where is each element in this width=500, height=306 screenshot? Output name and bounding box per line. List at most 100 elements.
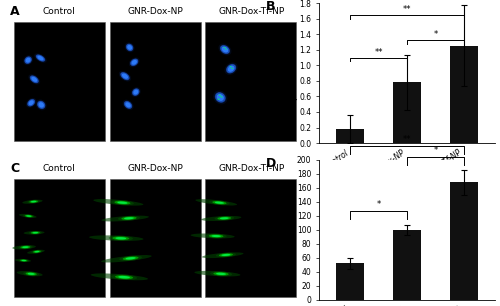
- Ellipse shape: [214, 216, 234, 221]
- Text: GNR-Dox-NP: GNR-Dox-NP: [128, 164, 183, 173]
- Ellipse shape: [134, 90, 138, 95]
- Circle shape: [218, 95, 221, 96]
- Ellipse shape: [18, 259, 29, 262]
- Circle shape: [231, 68, 234, 69]
- Ellipse shape: [32, 232, 38, 233]
- Ellipse shape: [126, 43, 134, 51]
- Ellipse shape: [122, 73, 128, 79]
- Ellipse shape: [132, 88, 140, 96]
- Ellipse shape: [16, 271, 42, 276]
- Ellipse shape: [28, 200, 40, 203]
- Ellipse shape: [26, 272, 37, 275]
- Bar: [336, 263, 364, 300]
- Ellipse shape: [28, 74, 40, 84]
- Ellipse shape: [122, 256, 138, 260]
- Ellipse shape: [228, 65, 234, 72]
- Ellipse shape: [209, 200, 230, 205]
- Ellipse shape: [218, 217, 231, 220]
- Ellipse shape: [222, 47, 228, 52]
- Circle shape: [224, 47, 226, 48]
- Ellipse shape: [119, 71, 131, 81]
- Ellipse shape: [226, 64, 236, 73]
- Ellipse shape: [129, 58, 140, 67]
- Ellipse shape: [216, 273, 226, 275]
- Ellipse shape: [212, 235, 221, 237]
- Ellipse shape: [118, 276, 130, 278]
- Ellipse shape: [132, 88, 140, 96]
- Ellipse shape: [19, 214, 36, 218]
- Ellipse shape: [112, 237, 130, 240]
- Ellipse shape: [214, 272, 228, 276]
- Ellipse shape: [196, 199, 237, 206]
- Ellipse shape: [114, 201, 130, 204]
- Ellipse shape: [122, 217, 136, 220]
- Ellipse shape: [206, 234, 227, 238]
- Y-axis label: Olive tail moment: Olive tail moment: [286, 189, 296, 271]
- Ellipse shape: [219, 253, 233, 257]
- Ellipse shape: [217, 94, 224, 101]
- Ellipse shape: [131, 87, 140, 97]
- Ellipse shape: [30, 76, 38, 83]
- Ellipse shape: [27, 250, 45, 254]
- Ellipse shape: [30, 75, 39, 83]
- Text: Control: Control: [42, 7, 75, 16]
- Circle shape: [218, 99, 220, 100]
- Text: Control: Control: [42, 164, 75, 173]
- Ellipse shape: [18, 245, 32, 249]
- Ellipse shape: [12, 245, 36, 249]
- Ellipse shape: [220, 45, 230, 54]
- Ellipse shape: [90, 274, 148, 280]
- Ellipse shape: [202, 252, 243, 258]
- Bar: [393, 230, 421, 300]
- Text: **: **: [374, 48, 383, 57]
- Ellipse shape: [28, 273, 35, 275]
- Ellipse shape: [127, 45, 132, 50]
- Ellipse shape: [102, 216, 149, 222]
- Bar: [110, 22, 200, 140]
- Ellipse shape: [111, 200, 134, 205]
- Ellipse shape: [120, 72, 130, 80]
- Ellipse shape: [24, 57, 32, 64]
- Ellipse shape: [36, 99, 46, 110]
- Circle shape: [230, 66, 232, 67]
- Ellipse shape: [132, 60, 137, 65]
- Ellipse shape: [22, 260, 26, 261]
- Ellipse shape: [32, 77, 37, 82]
- Bar: [205, 179, 296, 297]
- Ellipse shape: [130, 58, 138, 66]
- Ellipse shape: [25, 215, 32, 217]
- Ellipse shape: [22, 246, 29, 248]
- Ellipse shape: [89, 235, 144, 241]
- Y-axis label: Number of foci
per nucleus: Number of foci per nucleus: [278, 39, 298, 107]
- Ellipse shape: [108, 236, 133, 241]
- Text: **: **: [403, 135, 411, 144]
- Ellipse shape: [215, 202, 224, 204]
- Ellipse shape: [36, 54, 46, 62]
- Ellipse shape: [222, 254, 230, 256]
- Ellipse shape: [224, 62, 238, 75]
- Ellipse shape: [190, 233, 234, 238]
- Bar: [110, 179, 200, 297]
- Ellipse shape: [26, 58, 30, 63]
- Bar: [393, 82, 421, 143]
- Ellipse shape: [126, 257, 136, 259]
- Ellipse shape: [215, 92, 226, 103]
- Ellipse shape: [22, 200, 42, 204]
- Ellipse shape: [212, 201, 226, 204]
- Ellipse shape: [111, 274, 137, 280]
- Ellipse shape: [38, 102, 44, 108]
- Ellipse shape: [32, 250, 42, 253]
- Ellipse shape: [209, 234, 224, 238]
- Ellipse shape: [23, 271, 39, 276]
- Ellipse shape: [101, 255, 152, 263]
- Ellipse shape: [36, 55, 45, 62]
- Text: GNR-Dox-Tf-NP: GNR-Dox-Tf-NP: [219, 164, 285, 173]
- Ellipse shape: [94, 199, 144, 206]
- Ellipse shape: [34, 53, 46, 63]
- Circle shape: [225, 49, 227, 50]
- Ellipse shape: [23, 214, 34, 218]
- Ellipse shape: [28, 99, 35, 106]
- Bar: [450, 46, 478, 143]
- Ellipse shape: [30, 200, 38, 203]
- Ellipse shape: [34, 251, 40, 252]
